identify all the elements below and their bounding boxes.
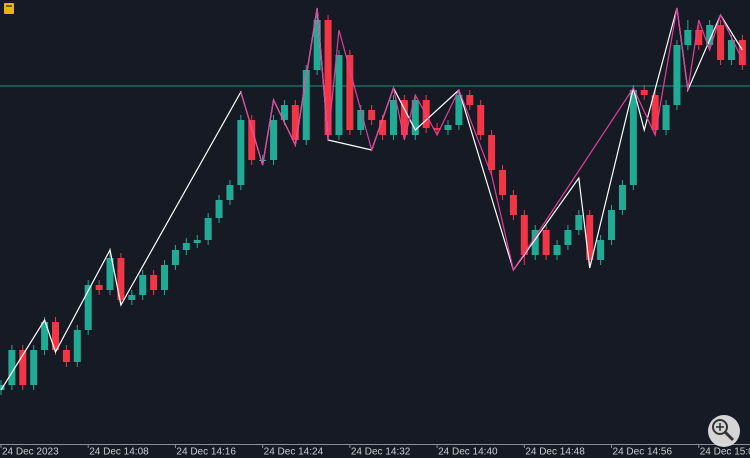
candle-body — [695, 30, 703, 45]
candle-body — [73, 330, 81, 362]
candle-body — [455, 95, 463, 125]
candle-body — [597, 240, 605, 260]
candle-body — [368, 110, 376, 120]
x-tick-label: 24 Dec 14:48 — [525, 447, 585, 458]
candle-body — [117, 258, 125, 300]
candle-body — [106, 258, 114, 290]
candle-body — [520, 215, 528, 255]
x-tick-label: 24 Dec 14:32 — [351, 447, 411, 458]
candle-body — [291, 105, 299, 140]
candle-body — [171, 250, 179, 265]
candle-body — [357, 110, 365, 130]
candle-body — [564, 230, 572, 245]
candle-body — [651, 95, 659, 130]
candle-body — [280, 105, 288, 120]
candle-body — [193, 240, 201, 243]
candle-body — [477, 105, 485, 135]
x-tick-label: 24 Dec 14:08 — [89, 447, 149, 458]
candle-body — [738, 40, 746, 65]
candle-body — [379, 120, 387, 135]
candle-body — [488, 135, 496, 170]
candle-body — [608, 210, 616, 240]
candle-body — [302, 70, 310, 140]
candle-body — [150, 275, 158, 290]
x-tick-label: 24 Dec 14:56 — [613, 447, 673, 458]
candle-body — [389, 100, 397, 135]
candle-body — [499, 170, 507, 195]
zoom-button[interactable] — [708, 415, 740, 447]
candle-body — [237, 120, 245, 185]
candle-body — [215, 200, 223, 218]
candle-body — [259, 160, 267, 161]
app-icon — [4, 3, 14, 14]
candle-body — [400, 100, 408, 135]
x-tick-label: 24 Dec 14:24 — [264, 447, 324, 458]
candle-body — [248, 120, 256, 160]
candle-body — [95, 285, 103, 290]
candle-body — [553, 245, 561, 255]
candle-body — [509, 195, 517, 215]
x-tick-label: 24 Dec 14:40 — [438, 447, 498, 458]
candle-body — [346, 55, 354, 130]
candle-body — [717, 25, 725, 60]
candle-body — [161, 265, 169, 290]
candle-body — [618, 185, 626, 210]
candle-body — [313, 20, 321, 70]
candle-body — [684, 30, 692, 45]
candle-body — [662, 105, 670, 130]
candle-body — [586, 215, 594, 260]
zigzag-line — [240, 7, 743, 272]
candle-body — [411, 100, 419, 135]
candle-body — [727, 40, 735, 60]
candle-body — [629, 90, 637, 185]
candle-body — [19, 350, 27, 385]
candle-body — [466, 95, 474, 105]
candle-body — [531, 230, 539, 255]
candle-body — [433, 128, 441, 130]
candle-body — [8, 350, 16, 385]
candle-body — [51, 322, 59, 350]
candle-body — [444, 125, 452, 130]
candle-body — [542, 230, 550, 255]
candle-body — [62, 350, 70, 362]
candle-body — [30, 350, 38, 385]
candle-body — [324, 20, 332, 135]
candle-body — [139, 275, 147, 295]
candle-body — [270, 120, 278, 160]
candle-body — [84, 285, 92, 330]
candle-body — [640, 90, 648, 95]
candle-body — [335, 55, 343, 135]
candle-body — [204, 218, 212, 240]
candle-body — [182, 243, 190, 250]
candle-body — [128, 295, 136, 300]
candle-body — [575, 215, 583, 230]
x-tick-label: 24 Dec 2023 — [2, 447, 59, 458]
x-tick-label: 24 Dec 14:16 — [176, 447, 236, 458]
x-tick-label: 24 Dec 15:04 — [700, 447, 750, 458]
candle-body — [41, 322, 49, 350]
candle-body — [226, 185, 234, 200]
candle-body — [673, 45, 681, 105]
candle-body — [706, 25, 714, 45]
